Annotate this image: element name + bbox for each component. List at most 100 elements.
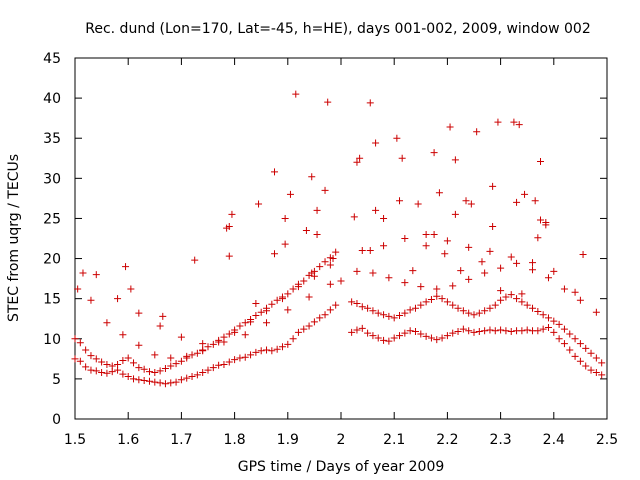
data-point	[294, 328, 302, 336]
data-point	[364, 329, 372, 337]
data-point	[441, 250, 449, 258]
data-point	[513, 295, 521, 303]
data-point	[358, 247, 366, 255]
data-point	[284, 290, 292, 298]
data-point	[305, 293, 313, 301]
data-point	[172, 378, 180, 386]
data-point	[443, 298, 451, 306]
data-point	[510, 118, 518, 126]
data-point	[289, 335, 297, 343]
data-point	[356, 154, 364, 162]
data-point	[454, 304, 462, 312]
data-point	[598, 359, 606, 367]
data-point	[225, 330, 233, 338]
data-point	[156, 322, 164, 330]
data-point	[284, 340, 292, 348]
data-point	[199, 347, 207, 355]
data-point	[366, 247, 374, 255]
data-point	[273, 296, 281, 304]
data-point	[348, 328, 356, 336]
y-tick-label: 5	[52, 372, 61, 388]
data-point	[326, 280, 334, 288]
data-point	[571, 352, 579, 360]
data-point	[438, 334, 446, 342]
data-point	[313, 206, 321, 214]
data-point	[87, 366, 95, 374]
data-point	[398, 154, 406, 162]
data-point	[560, 340, 568, 348]
data-point	[396, 312, 404, 320]
data-point	[135, 309, 143, 317]
data-point	[241, 319, 249, 327]
x-tick-label: 1.9	[277, 432, 299, 448]
data-point	[465, 243, 473, 251]
data-point	[79, 269, 87, 277]
data-point	[183, 374, 191, 382]
data-point	[401, 235, 409, 242]
y-tick-label: 25	[43, 211, 61, 227]
data-point	[74, 285, 82, 293]
data-point	[321, 311, 329, 319]
data-point	[284, 306, 292, 314]
data-point	[592, 368, 600, 376]
data-point	[92, 271, 100, 279]
data-point	[263, 307, 271, 315]
data-point	[122, 263, 130, 271]
data-point	[497, 326, 505, 334]
data-point	[513, 259, 521, 267]
data-point	[502, 327, 510, 335]
x-tick-label: 2.2	[436, 432, 458, 448]
data-point	[247, 351, 255, 359]
data-point	[539, 311, 547, 319]
data-point	[220, 360, 228, 368]
data-point	[457, 267, 465, 275]
data-point	[592, 354, 600, 362]
data-point	[390, 314, 398, 322]
y-tick-label: 45	[43, 51, 61, 67]
data-point	[326, 306, 334, 314]
data-point	[135, 376, 143, 384]
data-point	[332, 301, 340, 309]
data-point	[438, 295, 446, 303]
data-point	[380, 311, 388, 319]
data-point	[427, 295, 435, 303]
data-point	[451, 156, 459, 164]
data-point	[414, 200, 422, 208]
data-point	[390, 334, 398, 342]
data-point	[167, 354, 175, 362]
data-point	[114, 360, 122, 368]
y-axis: 0 5 10 15 20 25 30 35 40 45	[43, 51, 607, 428]
data-point	[177, 376, 185, 384]
data-point	[443, 332, 451, 340]
data-point	[531, 197, 539, 205]
data-point	[321, 186, 329, 194]
data-point	[215, 361, 223, 369]
data-point	[156, 367, 164, 375]
data-point	[316, 314, 324, 322]
data-point	[231, 328, 239, 336]
data-point	[393, 134, 401, 142]
data-point	[177, 357, 185, 365]
data-point	[353, 158, 361, 166]
data-point	[529, 259, 537, 267]
data-point	[369, 332, 377, 340]
data-point	[257, 347, 265, 355]
x-tick-label: 1.7	[170, 432, 192, 448]
data-point	[292, 90, 300, 98]
data-point	[401, 309, 409, 317]
data-point	[507, 328, 515, 336]
data-point	[130, 359, 138, 367]
plot-area: 0 5 10 15 20 25 30 35 40 45 1.5 1.6 1.7 1.8 1.9 2 2.1 2.…	[43, 51, 618, 448]
data-point	[241, 353, 249, 361]
data-point	[87, 296, 95, 304]
data-point	[263, 319, 271, 327]
data-point	[571, 288, 579, 296]
data-point	[263, 346, 271, 354]
data-point	[422, 242, 430, 250]
data-point	[348, 298, 356, 306]
data-point	[555, 320, 563, 328]
data-point	[582, 362, 590, 370]
data-point	[369, 307, 377, 315]
data-point	[454, 328, 462, 336]
data-point	[494, 118, 502, 126]
